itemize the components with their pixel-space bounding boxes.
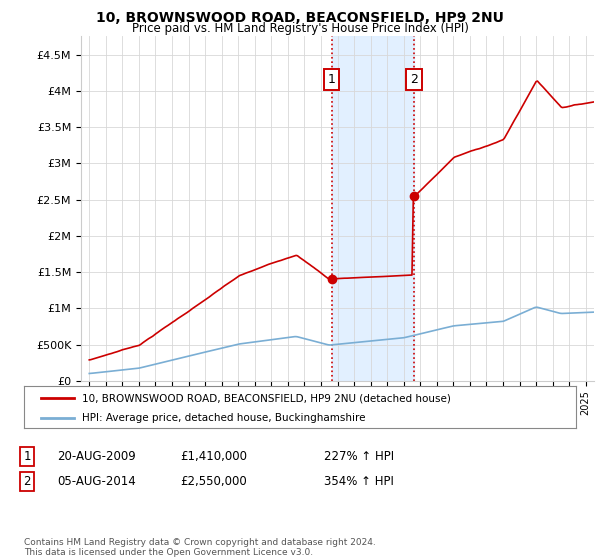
Text: £2,550,000: £2,550,000 — [180, 475, 247, 488]
Text: 05-AUG-2014: 05-AUG-2014 — [57, 475, 136, 488]
Text: 2: 2 — [410, 73, 418, 86]
Text: 20-AUG-2009: 20-AUG-2009 — [57, 450, 136, 463]
Text: Price paid vs. HM Land Registry's House Price Index (HPI): Price paid vs. HM Land Registry's House … — [131, 22, 469, 35]
Text: Contains HM Land Registry data © Crown copyright and database right 2024.
This d: Contains HM Land Registry data © Crown c… — [24, 538, 376, 557]
Text: 2: 2 — [23, 475, 31, 488]
Text: 1: 1 — [23, 450, 31, 463]
Bar — [332, 36, 413, 381]
Text: 227% ↑ HPI: 227% ↑ HPI — [324, 450, 394, 463]
Text: 354% ↑ HPI: 354% ↑ HPI — [324, 475, 394, 488]
Text: 10, BROWNSWOOD ROAD, BEACONSFIELD, HP9 2NU: 10, BROWNSWOOD ROAD, BEACONSFIELD, HP9 2… — [96, 11, 504, 25]
Text: 1: 1 — [328, 73, 335, 86]
Text: 10, BROWNSWOOD ROAD, BEACONSFIELD, HP9 2NU (detached house): 10, BROWNSWOOD ROAD, BEACONSFIELD, HP9 2… — [82, 393, 451, 403]
Text: HPI: Average price, detached house, Buckinghamshire: HPI: Average price, detached house, Buck… — [82, 413, 365, 423]
Text: £1,410,000: £1,410,000 — [180, 450, 247, 463]
